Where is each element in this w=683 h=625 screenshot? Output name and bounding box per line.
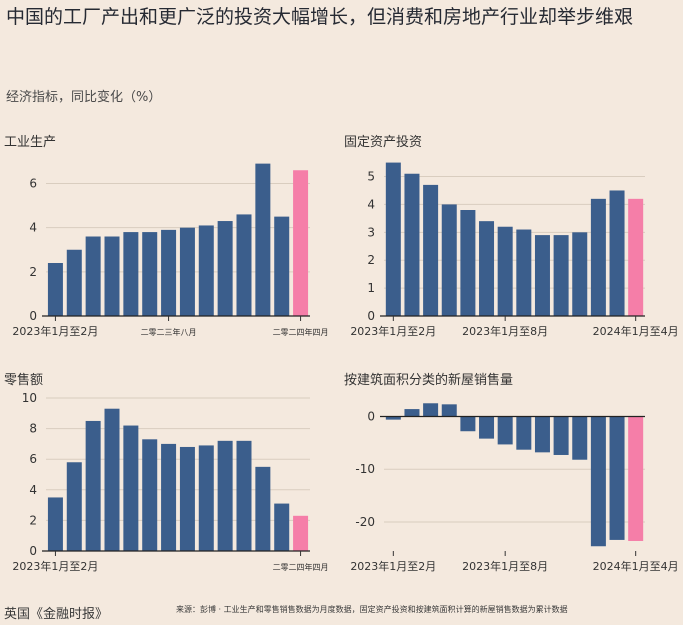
y-tick-label: 0: [29, 309, 37, 323]
bar: [179, 227, 195, 316]
bar: [47, 263, 63, 316]
y-tick-label: 6: [29, 452, 37, 466]
bar: [255, 163, 271, 316]
x-tick-label: 二零二四年四月: [273, 327, 329, 337]
y-tick-label: 0: [367, 409, 375, 423]
chart-subtitle: 经济指标，同比变化（%）: [6, 90, 162, 105]
bar: [236, 214, 252, 316]
bar: [516, 229, 532, 316]
panel-title: 按建筑面积分类的新屋销售量: [344, 372, 513, 388]
y-tick-label: -10: [355, 462, 375, 476]
bar: [179, 446, 195, 551]
bar: [534, 416, 550, 453]
bar: [142, 439, 158, 551]
bar: [123, 232, 139, 316]
y-tick-label: 4: [29, 483, 37, 497]
bar: [217, 440, 233, 551]
bar: [274, 503, 290, 551]
bar: [497, 416, 513, 445]
y-tick-label: 8: [29, 422, 37, 436]
bar: [161, 229, 177, 316]
bar: [497, 226, 513, 316]
x-tick-label: 2024年1月至4月: [593, 559, 679, 573]
panel-title: 工业生产: [4, 135, 56, 150]
bar: [609, 416, 625, 540]
bar: [404, 409, 420, 417]
bar: [590, 198, 606, 316]
bar: [441, 404, 457, 417]
bar: [628, 416, 644, 541]
bar: [385, 416, 401, 420]
x-tick-label: 2023年1月至2月: [350, 324, 436, 338]
bar: [404, 173, 420, 316]
bar: [460, 210, 476, 316]
bar: [572, 232, 588, 316]
y-tick-label: 1: [367, 281, 375, 295]
x-tick-label: 2023年1月至2月: [12, 559, 98, 573]
bar: [534, 235, 550, 316]
bar: [274, 216, 290, 316]
y-tick-label: 0: [29, 544, 37, 558]
y-tick-label: 5: [367, 170, 375, 184]
bar: [161, 443, 177, 551]
x-tick-label: 2023年1月至8月: [462, 559, 548, 573]
bar: [198, 225, 214, 316]
bar: [553, 235, 569, 316]
bar: [479, 416, 495, 439]
y-tick-label: 0: [367, 309, 375, 323]
x-tick-label: 2023年1月至2月: [350, 559, 436, 573]
y-tick-label: 6: [29, 177, 37, 191]
retail-sales-chart: 零售额 0 2 4 6 8 10 2023年1月至2月 二零二四年四月: [4, 372, 329, 573]
bar: [609, 190, 625, 316]
bar: [198, 445, 214, 551]
bar: [441, 204, 457, 316]
panel-title: 零售额: [4, 372, 43, 388]
bar: [47, 497, 63, 551]
bar: [104, 408, 120, 551]
bar: [553, 416, 569, 455]
bar: [66, 462, 82, 551]
footer-note: 来源：彭博 · 工业生产和零售销售数据为月度数据，固定资产投资和按建筑面积计算的…: [176, 605, 568, 614]
bar: [104, 236, 120, 316]
y-tick-label: 2: [29, 265, 37, 279]
bar: [142, 232, 158, 316]
y-tick-label: 2: [29, 513, 37, 527]
bar: [66, 249, 82, 316]
bar: [293, 515, 309, 551]
industrial-production-chart: 工业生产 0 2 4 6 2023年1月至2月 二零二三年八月 二零二四年四月: [4, 135, 329, 338]
panel-title: 固定资产投资: [344, 134, 422, 150]
x-tick-label: 2023年1月至2月: [12, 324, 98, 338]
bar: [423, 184, 439, 316]
new-home-sales-chart: 按建筑面积分类的新屋销售量 0 -10 -20 2023年1月至2月 2023年1月至8月…: [344, 372, 679, 573]
bar: [460, 416, 476, 432]
y-tick-label: 3: [367, 225, 375, 239]
chart-title: 中国的工厂产出和更广泛的投资大幅增长，但消费和房地产行业却举步维艰: [6, 6, 634, 28]
bar: [85, 420, 101, 551]
y-tick-label: 4: [29, 221, 37, 235]
bar: [123, 425, 139, 551]
footer-source: 英国《金融时报》: [4, 607, 109, 622]
x-tick-label: 2023年1月至8月: [462, 324, 548, 338]
y-tick-label: -20: [355, 515, 375, 529]
x-tick-label: 二零二三年八月: [141, 327, 197, 337]
x-tick-label: 二零二四年四月: [273, 562, 329, 572]
bar: [217, 221, 233, 316]
bar: [293, 170, 309, 316]
x-tick-label: 2024年1月至4月: [593, 324, 679, 338]
bar: [590, 416, 606, 547]
bar: [423, 403, 439, 417]
y-tick-label: 10: [22, 391, 37, 405]
y-tick-label: 2: [367, 253, 375, 267]
bar: [628, 198, 644, 316]
bar: [255, 466, 271, 551]
bar: [516, 416, 532, 450]
bar: [572, 416, 588, 460]
bar: [236, 440, 252, 551]
y-tick-label: 4: [367, 197, 375, 211]
bar: [385, 162, 401, 316]
fixed-asset-investment-chart: 固定资产投资 0 1 2 3 4 5 2023年1月至2月 2023年1月至8月 2024年1月至…: [344, 134, 679, 338]
bar: [479, 221, 495, 316]
bar: [85, 236, 101, 316]
